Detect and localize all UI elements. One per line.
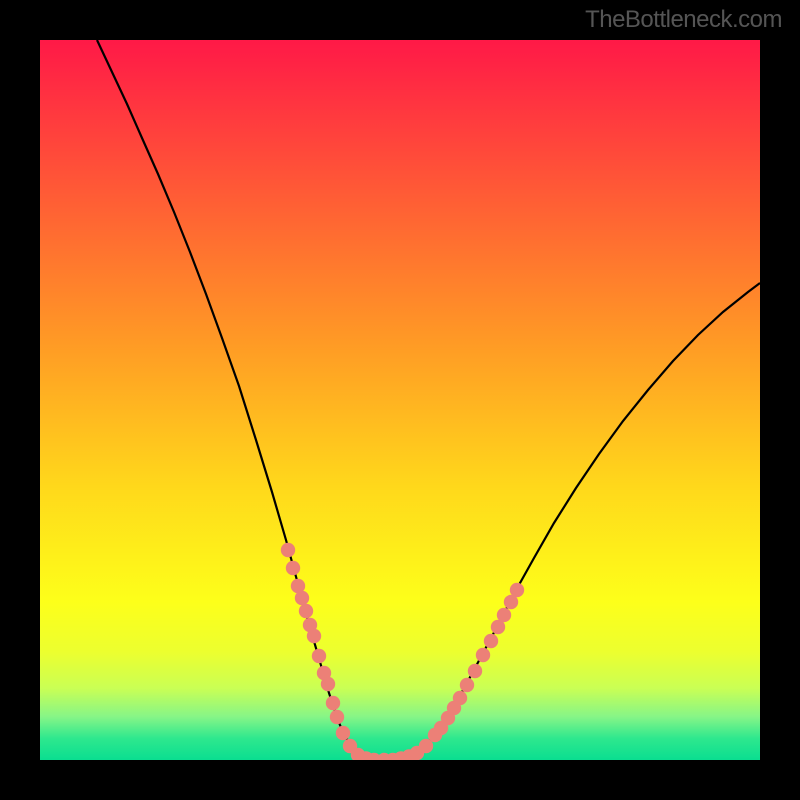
data-marker [484, 634, 498, 648]
data-markers [281, 543, 524, 760]
data-marker [468, 664, 482, 678]
data-marker [307, 629, 321, 643]
data-marker [312, 649, 326, 663]
chart-frame: TheBottleneck.com [0, 0, 800, 800]
data-marker [460, 678, 474, 692]
data-marker [330, 710, 344, 724]
data-marker [321, 677, 335, 691]
data-marker [476, 648, 490, 662]
data-marker [295, 591, 309, 605]
data-marker [453, 691, 467, 705]
data-marker [286, 561, 300, 575]
chart-svg [40, 40, 760, 760]
watermark-text: TheBottleneck.com [585, 6, 782, 34]
data-marker [326, 696, 340, 710]
plot-area [40, 40, 760, 760]
data-marker [281, 543, 295, 557]
data-marker [497, 608, 511, 622]
bottleneck-curve [97, 40, 760, 760]
data-marker [510, 583, 524, 597]
data-marker [299, 604, 313, 618]
data-marker [336, 726, 350, 740]
